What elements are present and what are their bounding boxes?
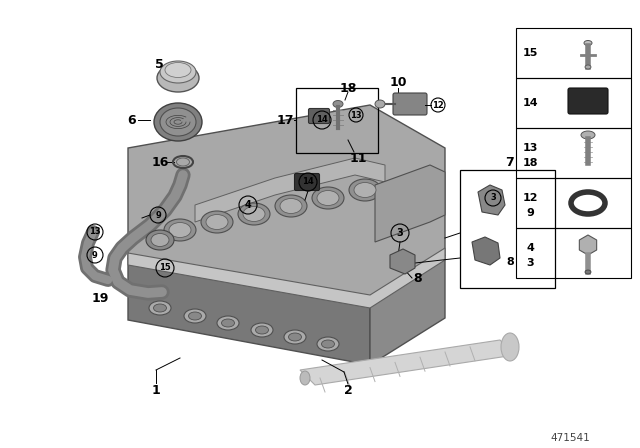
Bar	[516, 78, 631, 128]
Text: 15: 15	[522, 48, 538, 58]
Ellipse shape	[201, 211, 233, 233]
Text: 14: 14	[302, 177, 314, 186]
Text: 5: 5	[155, 59, 163, 72]
Text: 16: 16	[151, 155, 169, 168]
Ellipse shape	[165, 63, 191, 78]
Ellipse shape	[317, 190, 339, 206]
Text: 9: 9	[155, 211, 161, 220]
Ellipse shape	[151, 233, 169, 246]
Ellipse shape	[581, 131, 595, 139]
Text: 7: 7	[506, 155, 515, 168]
Text: 14: 14	[316, 116, 328, 125]
Text: 19: 19	[92, 292, 109, 305]
Ellipse shape	[154, 304, 166, 312]
Text: 9: 9	[92, 250, 98, 259]
Ellipse shape	[312, 187, 344, 209]
Ellipse shape	[154, 103, 202, 141]
Ellipse shape	[243, 207, 265, 221]
Text: 12: 12	[432, 100, 444, 109]
Ellipse shape	[169, 223, 191, 237]
Polygon shape	[472, 237, 500, 265]
FancyBboxPatch shape	[393, 93, 427, 115]
Text: 18: 18	[522, 158, 538, 168]
Polygon shape	[390, 249, 415, 274]
Ellipse shape	[300, 371, 310, 385]
Ellipse shape	[375, 100, 385, 108]
FancyBboxPatch shape	[568, 88, 608, 114]
Text: 15: 15	[159, 263, 171, 272]
Text: 3: 3	[397, 228, 403, 238]
Ellipse shape	[206, 215, 228, 229]
Ellipse shape	[317, 337, 339, 351]
Ellipse shape	[221, 319, 234, 327]
Polygon shape	[128, 248, 445, 308]
Text: 4: 4	[244, 200, 252, 210]
Polygon shape	[478, 185, 505, 215]
Polygon shape	[370, 255, 445, 365]
FancyBboxPatch shape	[294, 173, 319, 190]
Ellipse shape	[333, 100, 343, 108]
Ellipse shape	[275, 195, 307, 217]
Text: 10: 10	[389, 77, 407, 90]
Ellipse shape	[157, 64, 199, 92]
Text: 9: 9	[526, 208, 534, 218]
Ellipse shape	[280, 198, 302, 214]
Ellipse shape	[584, 40, 592, 46]
Text: 8: 8	[506, 257, 514, 267]
Ellipse shape	[255, 326, 269, 334]
Bar	[516, 178, 631, 228]
Polygon shape	[300, 340, 515, 385]
Ellipse shape	[149, 301, 171, 315]
Text: 13: 13	[522, 143, 538, 153]
Ellipse shape	[160, 61, 196, 83]
Text: 8: 8	[413, 271, 422, 284]
Text: 13: 13	[89, 228, 101, 237]
Text: 1: 1	[152, 383, 161, 396]
Text: 17: 17	[276, 113, 294, 126]
Text: 6: 6	[128, 113, 136, 126]
Polygon shape	[375, 165, 445, 242]
Text: 3: 3	[490, 194, 496, 202]
Ellipse shape	[585, 270, 591, 274]
Bar	[460, 170, 555, 288]
Bar	[516, 228, 631, 278]
Ellipse shape	[349, 179, 381, 201]
Ellipse shape	[238, 203, 270, 225]
Ellipse shape	[217, 316, 239, 330]
Text: 14: 14	[522, 98, 538, 108]
Ellipse shape	[189, 312, 202, 320]
Ellipse shape	[321, 340, 335, 348]
Text: 18: 18	[339, 82, 356, 95]
Text: 2: 2	[344, 383, 353, 396]
Polygon shape	[128, 105, 445, 302]
Ellipse shape	[160, 108, 196, 136]
Ellipse shape	[146, 230, 174, 250]
Ellipse shape	[284, 330, 306, 344]
Text: 13: 13	[350, 111, 362, 120]
Bar	[516, 128, 631, 178]
FancyBboxPatch shape	[308, 108, 330, 124]
Ellipse shape	[501, 333, 519, 361]
Text: 4: 4	[526, 243, 534, 253]
Ellipse shape	[585, 65, 591, 69]
Text: 471541: 471541	[550, 433, 590, 443]
Polygon shape	[128, 258, 370, 365]
Ellipse shape	[354, 182, 376, 198]
Ellipse shape	[184, 309, 206, 323]
Bar	[296, 88, 378, 153]
Text: 11: 11	[349, 151, 367, 164]
Ellipse shape	[164, 219, 196, 241]
Polygon shape	[195, 158, 385, 222]
Text: 12: 12	[522, 193, 538, 203]
Bar	[516, 28, 631, 78]
Ellipse shape	[289, 333, 301, 341]
Text: 3: 3	[526, 258, 534, 268]
Ellipse shape	[251, 323, 273, 337]
